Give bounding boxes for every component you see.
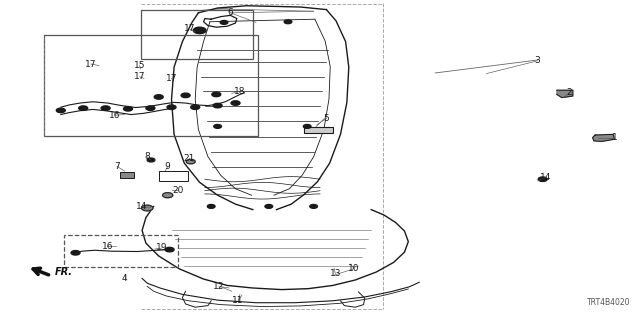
Text: 21: 21	[184, 154, 195, 163]
Circle shape	[79, 106, 88, 110]
Bar	[141, 10, 253, 59]
Polygon shape	[557, 90, 573, 98]
Circle shape	[124, 107, 132, 111]
Circle shape	[538, 177, 547, 181]
Bar	[304, 127, 333, 133]
Text: 17: 17	[134, 72, 145, 81]
Circle shape	[193, 27, 206, 34]
Text: 12: 12	[213, 282, 225, 291]
Circle shape	[146, 106, 155, 110]
Circle shape	[231, 101, 240, 105]
Text: 17: 17	[184, 24, 195, 33]
Circle shape	[303, 124, 311, 128]
Circle shape	[284, 20, 292, 24]
Circle shape	[214, 124, 221, 128]
Circle shape	[154, 95, 163, 99]
Bar	[159, 171, 188, 181]
Text: FR.: FR.	[54, 267, 72, 277]
Circle shape	[163, 193, 173, 198]
Text: 18: 18	[234, 87, 246, 96]
Circle shape	[167, 105, 176, 109]
Circle shape	[191, 105, 200, 109]
Circle shape	[141, 205, 153, 211]
Text: 6: 6	[228, 8, 233, 17]
Circle shape	[181, 93, 190, 98]
Text: TRT4B4020: TRT4B4020	[587, 298, 630, 307]
Text: 8: 8	[145, 152, 150, 161]
Text: 10: 10	[348, 264, 360, 273]
Text: 15: 15	[134, 61, 145, 70]
Bar	[64, 235, 178, 267]
Text: 2: 2	[567, 88, 572, 97]
Text: 9: 9	[165, 162, 170, 171]
Text: 4: 4	[122, 274, 127, 283]
Text: 16: 16	[102, 242, 113, 251]
Text: 19: 19	[156, 244, 168, 252]
Circle shape	[212, 92, 221, 97]
Text: 17: 17	[166, 74, 177, 83]
Text: 20: 20	[172, 186, 184, 195]
Circle shape	[165, 247, 174, 252]
Circle shape	[207, 204, 215, 208]
Text: 16: 16	[109, 111, 121, 120]
Circle shape	[71, 251, 80, 255]
Text: 1: 1	[612, 133, 617, 142]
Circle shape	[101, 106, 110, 110]
Bar	[44, 35, 258, 136]
Text: 7: 7	[115, 162, 120, 171]
Text: 5: 5	[324, 114, 329, 123]
Circle shape	[213, 103, 222, 108]
Text: 13: 13	[330, 269, 341, 278]
Text: 11: 11	[232, 296, 244, 305]
Text: 14: 14	[136, 202, 148, 211]
Text: 14: 14	[540, 173, 551, 182]
Circle shape	[147, 158, 155, 162]
Circle shape	[220, 20, 228, 24]
Circle shape	[265, 204, 273, 208]
Circle shape	[310, 204, 317, 208]
Text: 3: 3	[535, 56, 540, 65]
Text: 17: 17	[85, 60, 97, 68]
Polygon shape	[593, 134, 614, 141]
Bar	[120, 172, 134, 178]
Circle shape	[56, 108, 65, 113]
Circle shape	[186, 159, 195, 164]
